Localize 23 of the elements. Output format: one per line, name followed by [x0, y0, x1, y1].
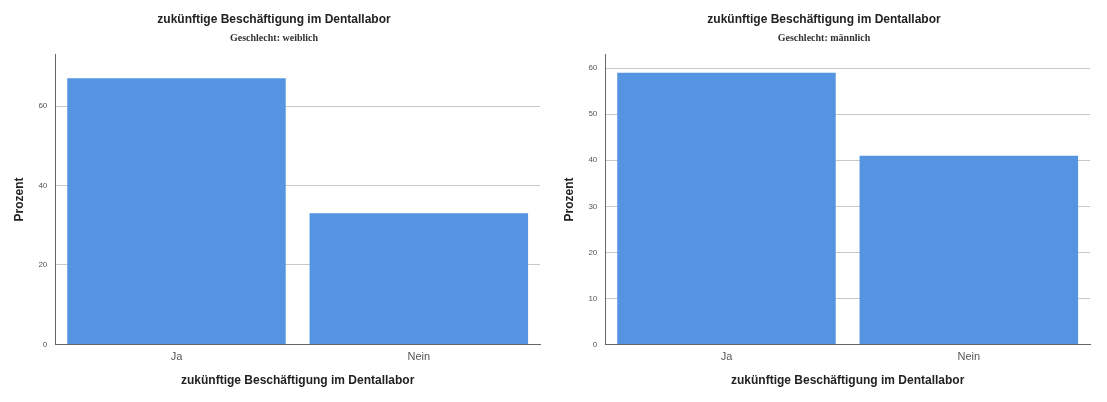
y-tick-label: 60	[588, 63, 598, 73]
y-tick-label: 50	[588, 109, 598, 119]
chart-title: zukünftige Beschäftigung im Dentallabor	[707, 11, 941, 26]
y-axis-title: Prozent	[561, 177, 576, 222]
y-tick-label: 10	[588, 293, 598, 303]
x-tick-label: Ja	[720, 350, 734, 363]
y-tick-label: 0	[592, 339, 598, 349]
x-axis-title: zukünftige Beschäftigung im Dentallabor	[180, 373, 415, 388]
chart-subtitle: Geschlecht: weiblich	[229, 31, 319, 43]
x-axis-title: zukünftige Beschäftigung im Dentallabor	[730, 373, 965, 388]
x-tick-label: Ja	[170, 350, 184, 363]
chart-subtitle: Geschlecht: männlich	[777, 31, 871, 43]
y-tick-label: 60	[38, 101, 48, 111]
y-tick-label: 20	[588, 247, 598, 257]
y-tick-label: 0	[42, 339, 48, 349]
y-tick-label: 20	[38, 260, 48, 270]
y-tick-label: 40	[38, 180, 48, 190]
chart-title: zukünftige Beschäftigung im Dentallabor	[157, 11, 391, 26]
x-tick-label: Nein	[407, 350, 431, 363]
x-tick-label: Nein	[957, 350, 981, 363]
y-tick-label: 40	[588, 155, 598, 165]
y-axis-title: Prozent	[11, 177, 26, 222]
y-tick-label: 30	[588, 201, 598, 211]
